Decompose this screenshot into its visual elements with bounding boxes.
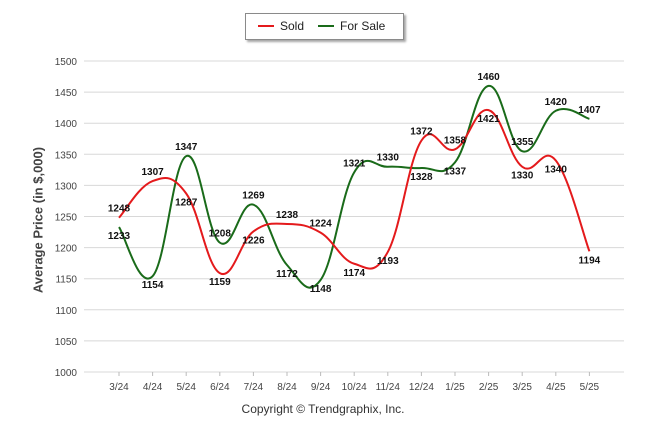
y-tick-label: 1400 — [55, 119, 78, 130]
data-label-sold: 1159 — [209, 277, 231, 288]
data-label-sold: 1340 — [545, 165, 568, 176]
data-label-sold: 1330 — [511, 171, 534, 182]
series-lines — [118, 84, 591, 289]
x-tick-label: 6/24 — [210, 382, 230, 393]
data-label-for-sale: 1269 — [242, 191, 265, 202]
x-tick-label: 8/24 — [277, 382, 297, 393]
series-line-for-sale — [118, 84, 590, 289]
x-tick-label: 3/24 — [109, 382, 129, 393]
data-label-sold: 1174 — [343, 268, 365, 279]
data-label-sold: 1307 — [141, 167, 164, 178]
legend-swatch-for-sale — [318, 24, 334, 27]
legend-item-sold: Sold — [258, 19, 304, 33]
x-tick-label: 5/25 — [580, 382, 600, 393]
x-tick-label: 9/24 — [311, 382, 331, 393]
y-axis-title: Average Price (in $,000) — [30, 146, 46, 294]
x-tick-label: 4/24 — [143, 382, 163, 393]
data-label-sold: 1372 — [410, 127, 433, 138]
data-label-sold: 1238 — [276, 210, 299, 221]
x-tick-label: 1/25 — [445, 382, 465, 393]
legend-label-for-sale: For Sale — [340, 19, 386, 33]
data-label-for-sale: 1347 — [175, 142, 198, 153]
x-tick-labels: 3/24 4/24 5/24 6/24 7/24 8/24 9/24 10/24 11/24 12… — [109, 372, 600, 393]
data-label-for-sale: 1208 — [209, 229, 232, 240]
y-tick-label: 1300 — [55, 181, 78, 192]
x-tick-label: 11/24 — [376, 382, 401, 393]
y-tick-labels: 1000 1050 1100 1150 1200 1250 1300 1350 1400 1450… — [55, 57, 78, 379]
data-label-for-sale: 1321 — [343, 158, 366, 169]
y-tick-label: 1450 — [55, 88, 78, 99]
legend: Sold For Sale — [245, 13, 404, 40]
x-tick-label: 3/25 — [512, 382, 532, 393]
data-label-for-sale: 1330 — [377, 153, 400, 164]
legend-swatch-sold — [258, 24, 274, 27]
data-label-sold: 1421 — [477, 114, 500, 125]
y-tick-label: 1000 — [55, 368, 78, 379]
y-tick-label: 1350 — [55, 150, 78, 161]
grid-lines — [84, 60, 624, 373]
x-tick-label: 5/24 — [176, 382, 196, 393]
data-label-for-sale: 1154 — [142, 280, 164, 291]
data-label-sold: 1287 — [175, 197, 198, 208]
y-tick-label: 1200 — [55, 244, 78, 255]
x-tick-label: 12/24 — [409, 382, 434, 393]
data-label-for-sale: 1420 — [545, 97, 568, 108]
data-label-sold: 1194 — [579, 255, 601, 266]
data-label-sold: 1193 — [377, 256, 399, 267]
data-label-for-sale: 1460 — [477, 72, 500, 83]
data-label-sold: 1358 — [444, 135, 467, 146]
y-tick-label: 1050 — [55, 337, 78, 348]
x-tick-label: 2/25 — [479, 382, 499, 393]
data-label-for-sale: 1337 — [444, 166, 467, 177]
data-label-for-sale: 1233 — [108, 231, 131, 242]
data-label-for-sale: 1407 — [578, 105, 601, 116]
data-label-sold: 1248 — [108, 204, 131, 215]
legend-label-sold: Sold — [280, 19, 305, 33]
data-label-for-sale: 1172 — [276, 269, 298, 280]
data-label-for-sale: 1355 — [511, 137, 534, 148]
series-line-sold — [118, 109, 591, 275]
data-label-sold: 1224 — [309, 219, 332, 230]
y-tick-label: 1150 — [55, 275, 77, 286]
data-label-sold: 1226 — [242, 235, 265, 246]
legend-item-for-sale: For Sale — [318, 19, 385, 33]
x-tick-label: 4/25 — [546, 382, 566, 393]
data-label-for-sale: 1148 — [310, 284, 332, 295]
y-tick-label: 1500 — [55, 57, 78, 68]
copyright-footer: Copyright © Trendgraphix, Inc. — [241, 402, 405, 416]
y-tick-label: 1100 — [55, 306, 77, 317]
x-tick-label: 10/24 — [342, 382, 367, 393]
x-tick-label: 7/24 — [244, 382, 264, 393]
y-tick-label: 1250 — [55, 213, 78, 224]
data-labels: 1248 1307 1287 1159 1226 1238 1224 1174 1193 1372… — [108, 72, 601, 295]
data-label-for-sale: 1328 — [410, 172, 433, 183]
